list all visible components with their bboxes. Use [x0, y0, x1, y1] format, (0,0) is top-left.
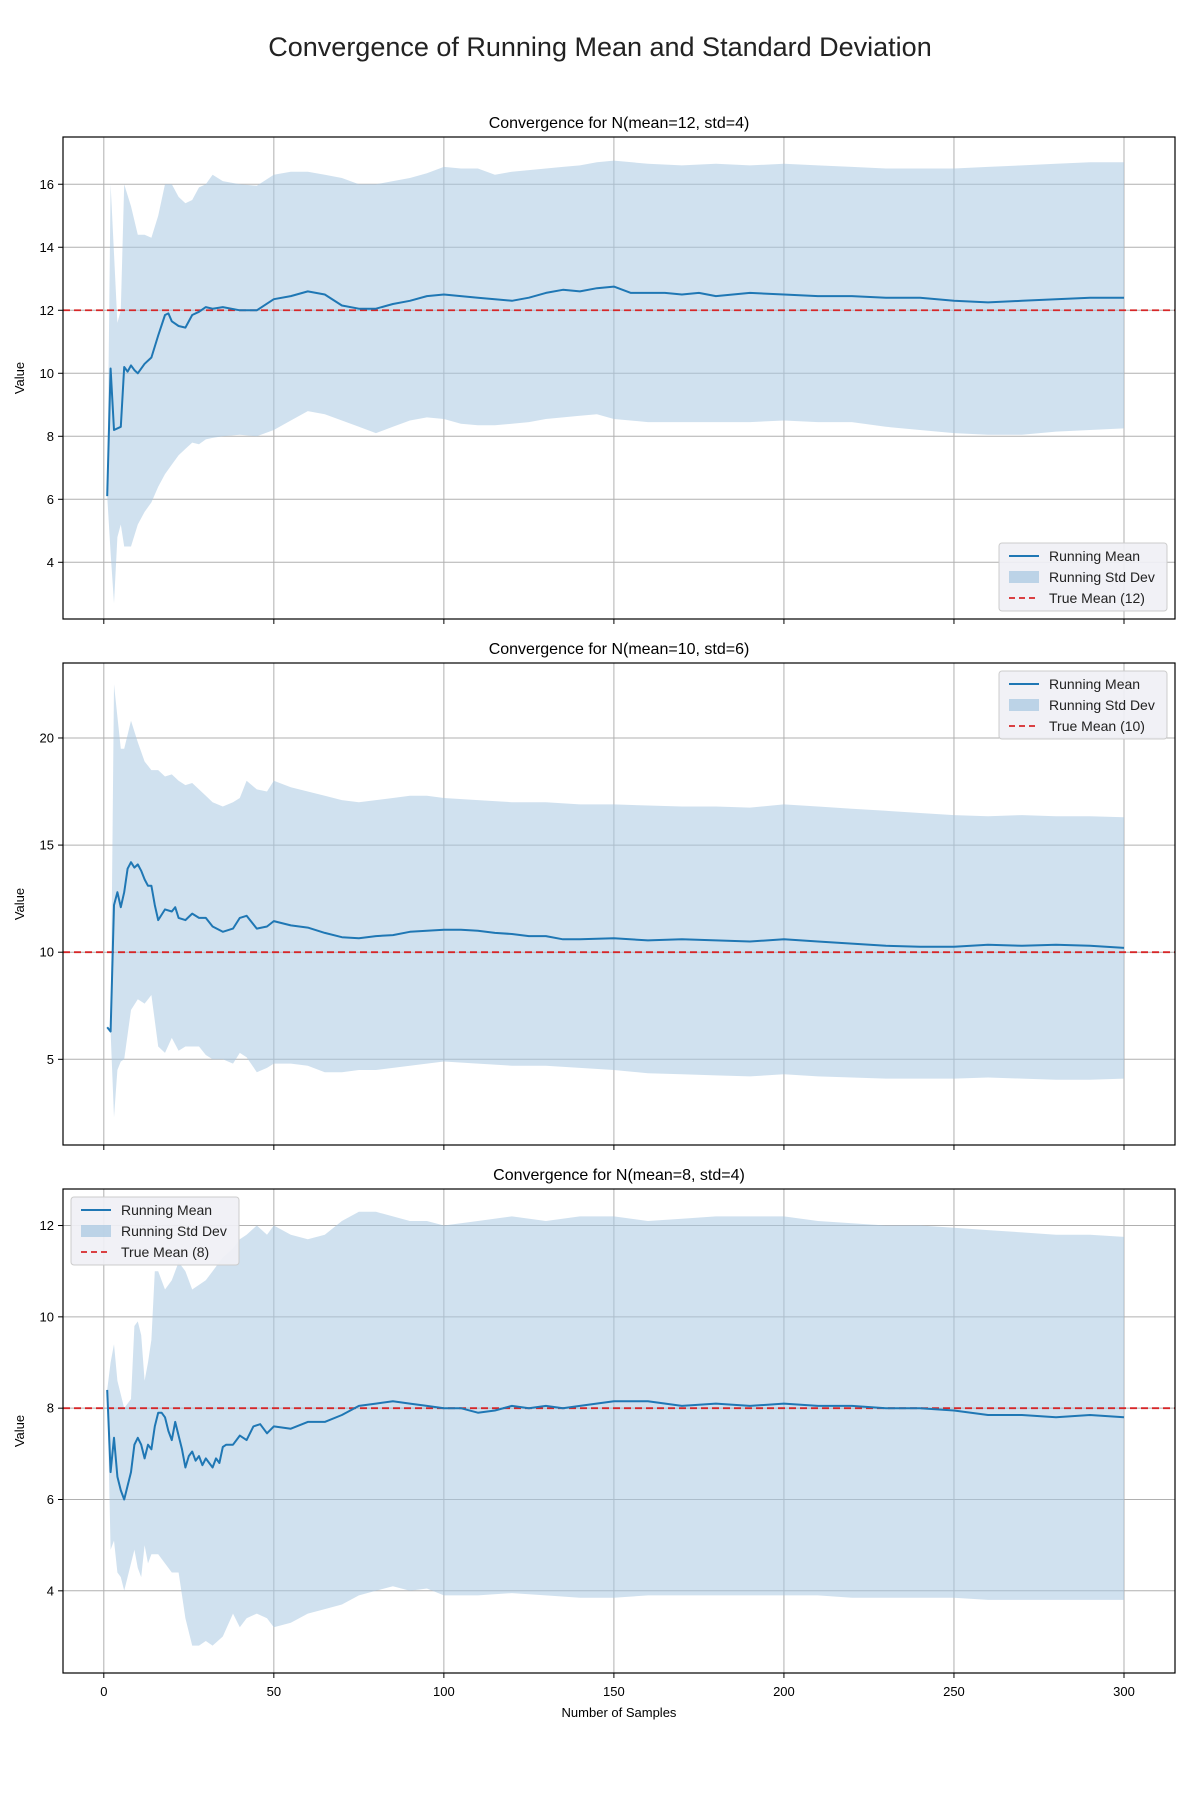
- std-dev-band: [107, 684, 1124, 1118]
- plot-area: [63, 160, 1175, 604]
- axis-ticks: [58, 737, 1125, 1150]
- x-tick-label: 100: [433, 1684, 455, 1699]
- axes-frame: [62, 1188, 1176, 1674]
- legend-box: [998, 670, 1168, 740]
- legend-std-swatch: [81, 1225, 111, 1237]
- y-tick-label: 8: [47, 1401, 54, 1416]
- std-dev-band: [107, 1211, 1124, 1646]
- legend: Running Mean Running Std Dev True Mean (12…: [998, 542, 1168, 612]
- y-tick-label: 20: [40, 730, 54, 745]
- x-tick-label: 0: [100, 1684, 107, 1699]
- legend-label: Running Mean: [1049, 676, 1140, 692]
- chart-panels: 4 6 8 10 12 14 16 Convergence for N(mean=12, st…: [12, 115, 1176, 1720]
- legend-box: [998, 542, 1168, 612]
- axis-ticks: [58, 183, 1125, 624]
- plot-area: [63, 1211, 1175, 1646]
- legend-label: Running Std Dev: [1049, 697, 1155, 713]
- axes-frame: [62, 136, 1176, 620]
- running-mean-line: [106, 1389, 1125, 1501]
- legend-label: Running Mean: [1049, 548, 1140, 564]
- legend: Running Mean Running Std Dev True Mean (10…: [998, 670, 1168, 740]
- figure-title: Convergence of Running Mean and Standard…: [268, 32, 931, 62]
- y-tick-label: 10: [40, 366, 54, 381]
- axis-ticks: [58, 1225, 1125, 1678]
- y-tick-label: 10: [40, 1309, 54, 1324]
- y-tick-label: 8: [47, 429, 54, 444]
- x-tick-label: 200: [773, 1684, 795, 1699]
- running-mean-line: [106, 285, 1124, 497]
- running-mean-line: [106, 861, 1125, 1033]
- y-tick-label: 5: [47, 1052, 54, 1067]
- x-axis-label: Number of Samples: [562, 1705, 677, 1720]
- legend-label: Running Std Dev: [1049, 569, 1155, 585]
- legend-label: Running Mean: [121, 1202, 212, 1218]
- y-tick-label: 12: [40, 1218, 54, 1233]
- chart-title: Convergence for N(mean=8, std=4): [493, 1167, 745, 1184]
- y-tick-label: 15: [40, 838, 54, 853]
- x-tick-label: 50: [267, 1684, 281, 1699]
- y-axis-label: Value: [12, 888, 27, 920]
- std-dev-band: [107, 160, 1124, 604]
- axes-frame: [62, 662, 1176, 1146]
- plot-area: [63, 684, 1175, 1118]
- legend-std-swatch: [1009, 699, 1039, 711]
- chart-panel-3: 0 50 100 150 200 250 300 4 6 8 10 12 Convergence for…: [12, 1167, 1176, 1720]
- legend-std-swatch: [1009, 571, 1039, 583]
- y-tick-label: 12: [40, 303, 54, 318]
- x-tick-label: 250: [943, 1684, 965, 1699]
- legend: Running Mean Running Std Dev True Mean (8): [70, 1196, 240, 1266]
- legend-box: [70, 1196, 240, 1266]
- y-tick-label: 6: [47, 492, 54, 507]
- y-tick-label: 4: [47, 1583, 54, 1598]
- chart-panel-2: 5 10 15 20 Convergence for N(mean=10, std=6)…: [12, 641, 1176, 1150]
- y-tick-label: 14: [40, 240, 54, 255]
- y-tick-label: 16: [40, 177, 54, 192]
- y-axis-label: Value: [12, 362, 27, 394]
- chart-title: Convergence for N(mean=10, std=6): [489, 641, 750, 658]
- legend-label: True Mean (10): [1049, 718, 1145, 734]
- y-axis-label: Value: [12, 1415, 27, 1447]
- y-tick-label: 6: [47, 1492, 54, 1507]
- x-tick-label: 150: [603, 1684, 625, 1699]
- y-tick-label: 4: [47, 555, 54, 570]
- chart-panel-1: 4 6 8 10 12 14 16 Convergence for N(mean=12, st…: [12, 115, 1176, 624]
- legend-label: True Mean (8): [121, 1244, 209, 1260]
- legend-label: True Mean (12): [1049, 590, 1145, 606]
- x-tick-label: 300: [1113, 1684, 1135, 1699]
- y-tick-label: 10: [40, 945, 54, 960]
- legend-label: Running Std Dev: [121, 1223, 227, 1239]
- chart-title: Convergence for N(mean=12, std=4): [489, 115, 750, 132]
